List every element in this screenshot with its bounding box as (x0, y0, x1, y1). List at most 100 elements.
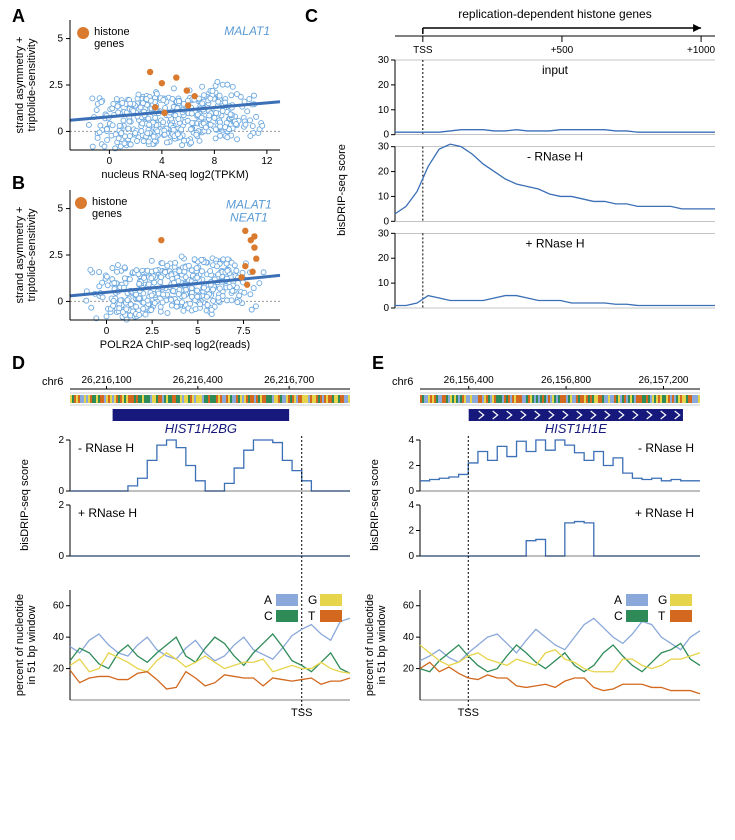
seq-barcode (422, 395, 424, 403)
seq-barcode (536, 395, 538, 403)
seq-barcode (104, 395, 106, 403)
y-label: bisDRIP-seq score (336, 144, 348, 236)
seq-barcode (474, 395, 476, 403)
track-title: input (542, 63, 569, 77)
seq-barcode (458, 395, 460, 403)
nuc-legend-label: T (658, 609, 666, 623)
seq-barcode (272, 395, 274, 403)
nuc-legend-swatch (320, 610, 342, 622)
tss-label: TSS (458, 707, 479, 719)
seq-barcode (112, 395, 114, 403)
seq-barcode (604, 395, 606, 403)
y-tick: 30 (378, 55, 390, 66)
seq-barcode (106, 395, 108, 403)
gene-annotation: MALAT1 (224, 24, 270, 38)
x-tick: 7.5 (237, 326, 251, 337)
seq-barcode (518, 395, 520, 403)
y-tick: 0 (58, 486, 64, 497)
seq-barcode (194, 395, 196, 403)
y-tick: 30 (378, 142, 390, 153)
nuc-legend-swatch (276, 594, 298, 606)
seq-barcode (652, 395, 654, 403)
metagene-trace (395, 296, 715, 306)
coord-tick: 26,216,700 (264, 375, 314, 386)
seq-barcode (96, 395, 98, 403)
seq-barcode (524, 395, 526, 403)
seq-barcode (244, 395, 246, 403)
seq-barcode (528, 395, 530, 403)
y-tick: 0 (408, 551, 414, 562)
seq-barcode (574, 395, 576, 403)
seq-barcode (268, 395, 270, 403)
gene-bar (113, 409, 290, 421)
nuc-legend-swatch (276, 610, 298, 622)
seq-barcode (668, 395, 670, 403)
seq-barcode (586, 395, 588, 403)
seq-barcode (158, 395, 160, 403)
legend-dot (77, 27, 89, 39)
track-title: - RNase H (638, 441, 694, 455)
seq-barcode (302, 395, 304, 403)
nuc-legend-label: G (658, 593, 667, 607)
seq-barcode (278, 395, 280, 403)
seq-barcode (298, 395, 300, 403)
histone-point (185, 102, 191, 108)
seq-barcode (262, 395, 264, 403)
seq-barcode (546, 395, 548, 403)
seq-barcode (94, 395, 96, 403)
seq-barcode (576, 395, 578, 403)
scatter-cloud (84, 254, 266, 322)
seq-barcode (592, 395, 594, 403)
histone-point (152, 104, 158, 110)
y-tick: 0 (383, 130, 389, 141)
seq-barcode (122, 395, 124, 403)
seq-barcode (102, 395, 104, 403)
seq-barcode (498, 395, 500, 403)
seq-barcode (660, 395, 662, 403)
seq-barcode (346, 395, 348, 403)
seq-barcode (688, 395, 690, 403)
seq-barcode (226, 395, 228, 403)
seq-barcode (554, 395, 556, 403)
panel-letter: B (12, 173, 25, 193)
seq-barcode (326, 395, 328, 403)
seq-barcode (242, 395, 244, 403)
seq-barcode (150, 395, 152, 403)
y-label: bisDRIP-seq score (19, 459, 31, 551)
seq-barcode (634, 395, 636, 403)
seq-barcode (682, 395, 684, 403)
seq-barcode (292, 395, 294, 403)
seq-barcode (690, 395, 692, 403)
seq-barcode (608, 395, 610, 403)
seq-barcode (562, 395, 564, 403)
seq-barcode (466, 395, 468, 403)
seq-barcode (294, 395, 296, 403)
seq-barcode (108, 395, 110, 403)
seq-barcode (174, 395, 176, 403)
panel-letter: E (372, 353, 384, 373)
seq-barcode (176, 395, 178, 403)
seq-barcode (434, 395, 436, 403)
seq-barcode (512, 395, 514, 403)
seq-barcode (526, 395, 528, 403)
seq-barcode (580, 395, 582, 403)
seq-barcode (92, 395, 94, 403)
seq-barcode (156, 395, 158, 403)
seq-barcode (572, 395, 574, 403)
seq-barcode (460, 395, 462, 403)
seq-barcode (214, 395, 216, 403)
histone-point (253, 256, 259, 262)
seq-barcode (624, 395, 626, 403)
x-tick: 5 (195, 326, 201, 337)
seq-barcode (338, 395, 340, 403)
seq-barcode (130, 395, 132, 403)
seq-barcode (570, 395, 572, 403)
seq-barcode (196, 395, 198, 403)
seq-barcode (248, 395, 250, 403)
y-label: strand asymmetry +triptolide-sensitivity (14, 207, 38, 304)
seq-barcode (620, 395, 622, 403)
legend-text: genes (92, 208, 122, 220)
y-tick: 40 (403, 632, 415, 643)
seq-barcode (508, 395, 510, 403)
seq-barcode (322, 395, 324, 403)
